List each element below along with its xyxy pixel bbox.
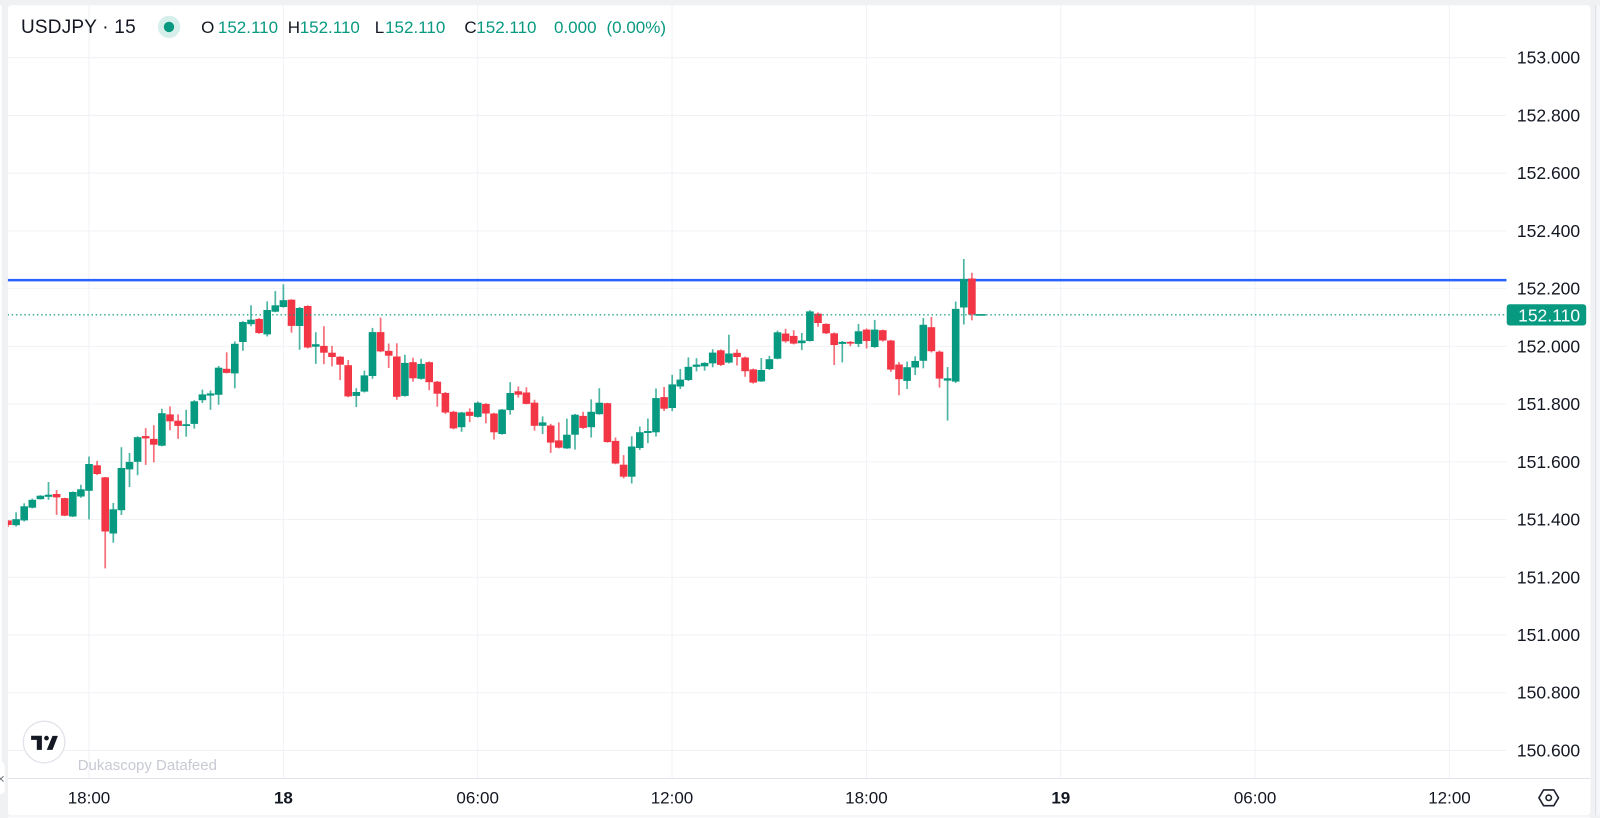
svg-text:19: 19 xyxy=(1051,789,1070,808)
svg-text:151.200: 151.200 xyxy=(1517,567,1581,587)
svg-text:152.800: 152.800 xyxy=(1517,105,1581,125)
svg-text:151.400: 151.400 xyxy=(1517,510,1581,530)
svg-text:(0.00%): (0.00%) xyxy=(607,18,667,37)
svg-text:152.000: 152.000 xyxy=(1517,336,1581,356)
svg-text:150.800: 150.800 xyxy=(1517,683,1581,703)
svg-text:H: H xyxy=(288,18,300,37)
svg-text:06:00: 06:00 xyxy=(1234,789,1277,808)
svg-text:L: L xyxy=(375,18,384,37)
svg-text:153.000: 153.000 xyxy=(1517,48,1581,68)
svg-text:152.110: 152.110 xyxy=(218,18,278,37)
svg-text:0.000: 0.000 xyxy=(554,18,597,37)
svg-text:151.600: 151.600 xyxy=(1517,452,1581,472)
svg-text:×: × xyxy=(0,770,5,786)
svg-text:C: C xyxy=(464,18,476,37)
svg-text:USDJPY · 15: USDJPY · 15 xyxy=(21,17,136,38)
svg-text:151.000: 151.000 xyxy=(1517,625,1581,645)
svg-text:12:00: 12:00 xyxy=(1428,789,1471,808)
svg-text:06:00: 06:00 xyxy=(456,789,499,808)
svg-text:O: O xyxy=(201,18,214,37)
svg-text:152.600: 152.600 xyxy=(1517,163,1581,183)
svg-text:18:00: 18:00 xyxy=(68,789,111,808)
svg-text:150.600: 150.600 xyxy=(1517,741,1581,761)
svg-text:Dukascopy Datafeed: Dukascopy Datafeed xyxy=(78,757,217,774)
svg-text:152.110: 152.110 xyxy=(385,18,445,37)
svg-text:18:00: 18:00 xyxy=(845,789,888,808)
svg-text:12:00: 12:00 xyxy=(651,789,694,808)
svg-text:152.110: 152.110 xyxy=(300,18,360,37)
svg-text:152.400: 152.400 xyxy=(1517,221,1581,241)
svg-text:151.800: 151.800 xyxy=(1517,394,1581,414)
svg-text:152.110: 152.110 xyxy=(476,18,536,37)
svg-text:18: 18 xyxy=(274,789,293,808)
svg-text:152.110: 152.110 xyxy=(1518,305,1580,325)
svg-text:152.200: 152.200 xyxy=(1517,279,1581,299)
